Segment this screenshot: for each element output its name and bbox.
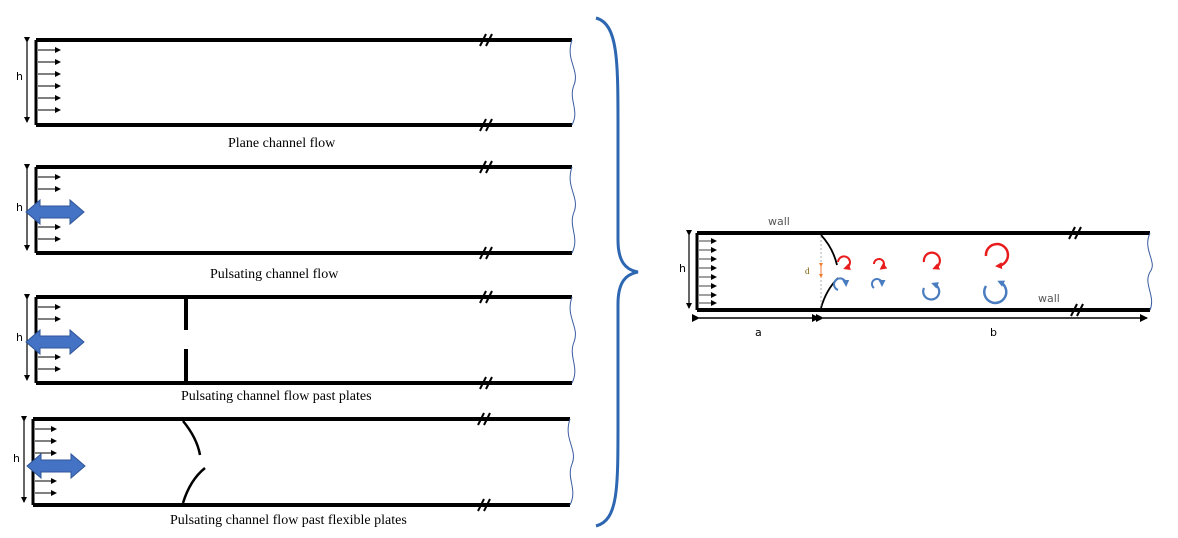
panel-pulsating-flexible-plates: h Pulsating channel flow past flexible p…	[13, 412, 574, 528]
break-marks	[479, 160, 493, 260]
panel-caption: Pulsating channel flow past flexible pla…	[170, 513, 407, 528]
outlet-curve	[567, 418, 574, 506]
height-label: h	[13, 452, 20, 465]
outlet-curve	[569, 39, 576, 126]
panel-pulsating-plates: h Pulsating channel flow past plates	[16, 290, 576, 404]
vortex-bottom-4	[983, 280, 1008, 305]
velocity-profile-arrows	[35, 426, 57, 496]
vortex-top-4	[984, 242, 1010, 270]
velocity-profile-arrows	[699, 238, 717, 306]
panel-caption: Pulsating channel flow	[210, 267, 339, 282]
pulsation-double-arrow	[25, 198, 85, 226]
flexible-plate-top	[182, 420, 202, 456]
height-label: h	[16, 70, 23, 83]
pulsation-double-arrow	[25, 328, 85, 356]
length-a-label: a	[755, 326, 762, 339]
flexible-plate-bottom	[181, 467, 206, 504]
outlet-curve	[1147, 232, 1153, 311]
gap-label: d	[805, 266, 810, 276]
break-marks	[477, 412, 491, 512]
outlet-curve	[569, 296, 576, 384]
height-label: h	[679, 262, 686, 275]
vortex-top-3	[922, 251, 941, 270]
top-wall-label: wall	[768, 215, 790, 228]
panel-plane-channel: h Plane channel flow	[16, 33, 576, 151]
break-marks	[1068, 226, 1084, 317]
panel-caption: Plane channel flow	[228, 136, 336, 151]
vortex-top-2	[873, 258, 888, 270]
vortex-top-1	[837, 255, 851, 270]
detail-channel-diagram: wall wall h d a b	[679, 215, 1153, 339]
velocity-profile-arrows	[38, 304, 61, 372]
velocity-profile-arrows	[38, 174, 61, 242]
flexible-plate-top	[820, 234, 838, 266]
panel-caption: Pulsating channel flow past plates	[181, 389, 372, 404]
pulsation-double-arrow	[26, 452, 86, 480]
bottom-wall-label: wall	[1038, 292, 1060, 305]
vortex-bottom-1	[833, 277, 850, 291]
height-label: h	[16, 201, 23, 214]
outlet-curve	[569, 166, 576, 254]
flexible-plate-bottom	[820, 277, 839, 309]
panel-pulsating-channel: h Pulsating channel flow	[16, 160, 576, 282]
vortex-bottom-2	[871, 278, 886, 289]
vortex-bottom-3	[922, 282, 941, 301]
break-marks	[479, 290, 493, 390]
break-marks	[479, 33, 493, 132]
grouping-brace	[595, 16, 639, 528]
velocity-profile-arrows	[38, 47, 61, 113]
length-b-label: b	[990, 326, 997, 339]
height-label: h	[16, 331, 23, 344]
